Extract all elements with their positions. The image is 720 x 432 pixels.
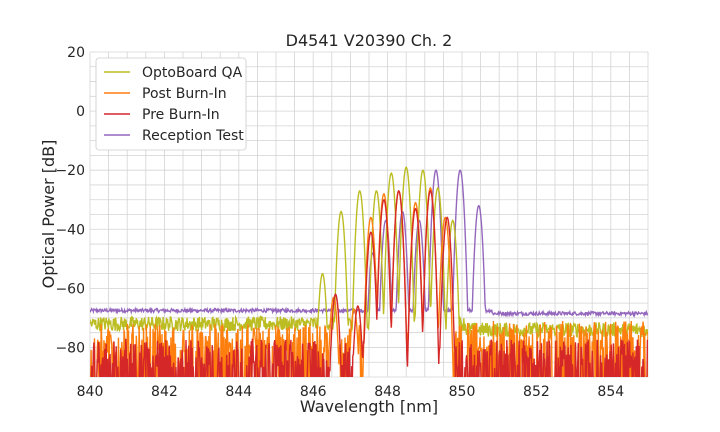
- tick-labels: 840 842 844 846 848 850 852 854 20 0 −20 −40 −60 −80: [55, 45, 624, 400]
- y-tick-label: 0: [76, 104, 85, 120]
- x-tick-label: 840: [77, 384, 104, 400]
- legend-box: [95, 57, 247, 151]
- x-tick-label: 848: [374, 384, 401, 400]
- x-tick-label: 842: [151, 384, 178, 400]
- y-tick-label: −20: [55, 163, 85, 179]
- x-tick-label: 852: [523, 384, 550, 400]
- legend-label: Pre Burn-In: [142, 107, 220, 123]
- y-tick-label: −40: [55, 222, 85, 238]
- y-tick-label: 20: [67, 45, 85, 61]
- series-layer: [90, 166, 648, 377]
- y-tick-label: −60: [55, 281, 85, 297]
- x-tick-label: 844: [225, 384, 252, 400]
- chart-title: D4541 V20390 Ch. 2: [286, 31, 453, 50]
- series-line-reception-test: [90, 168, 648, 318]
- y-tick-label: −80: [55, 340, 85, 356]
- series-line-pre-burn-in: [90, 189, 648, 377]
- x-tick-label: 854: [597, 384, 624, 400]
- legend-label: OptoBoard QA: [142, 65, 243, 81]
- x-tick-label: 846: [300, 384, 327, 400]
- legend-label: Post Burn-In: [142, 86, 227, 102]
- legend: OptoBoard QA Post Burn-In Pre Burn-In Recep…: [95, 57, 247, 151]
- series-line-optoboard-qa: [90, 166, 648, 340]
- x-axis-label: Wavelength [nm]: [300, 397, 438, 416]
- legend-label: Reception Test: [142, 128, 244, 144]
- x-tick-label: 850: [449, 384, 476, 400]
- y-axis-label: Optical Power [dB]: [39, 140, 58, 289]
